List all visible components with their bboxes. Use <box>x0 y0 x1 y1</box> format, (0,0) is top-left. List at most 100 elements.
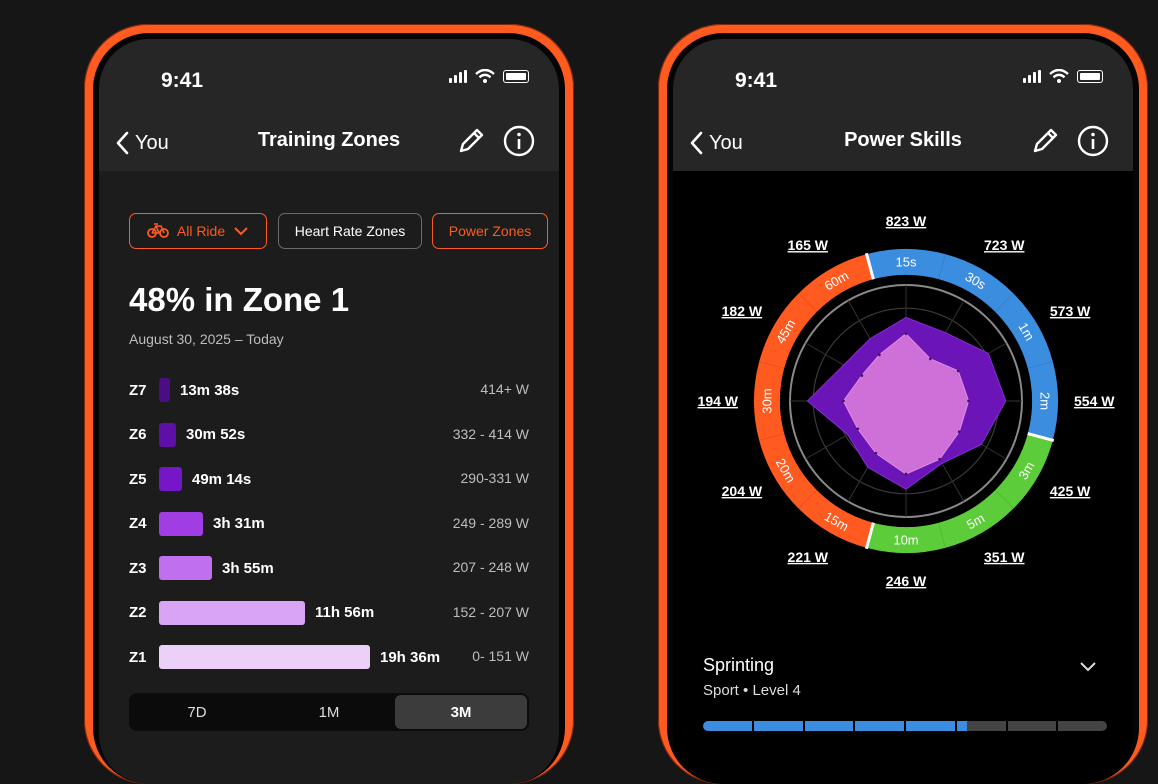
zone-row: Z3 3h 55m <box>129 555 274 581</box>
zone-row: Z2 11h 56m <box>129 600 374 626</box>
progress-segment <box>804 721 854 731</box>
radar-point <box>904 332 908 336</box>
chevron-left-icon <box>116 131 129 155</box>
back-label: You <box>709 131 743 154</box>
back-label: You <box>135 131 169 154</box>
wifi-icon <box>475 69 495 83</box>
power-skills-body: 15s 30s 1m 2m 3m 5m 10m 15m 20m 30m 45m 60m 823 W 723… <box>673 171 1133 784</box>
progress-segment <box>1007 721 1057 731</box>
ring-segment <box>798 490 874 548</box>
back-button[interactable]: You <box>689 131 743 155</box>
zone-power-range: 207 - 248 W <box>452 559 529 575</box>
phone-training-zones: 9:41 You Training Zones All Ride H <box>84 24 574 784</box>
zone-duration: 3h 55m <box>222 559 274 577</box>
pencil-icon[interactable] <box>1029 125 1061 157</box>
zone-row: Z6 30m 52s <box>129 422 245 448</box>
ring-segment <box>995 433 1053 509</box>
info-icon[interactable] <box>1077 125 1109 157</box>
progress-segment <box>1058 721 1107 731</box>
signal-icon <box>449 69 467 83</box>
back-button[interactable]: You <box>115 131 169 155</box>
ring-segment <box>866 249 946 280</box>
radar-watt-label: 182 W <box>722 303 763 319</box>
radar-watt-label: 723 W <box>984 237 1025 253</box>
zone-row: Z7 13m 38s <box>129 377 239 403</box>
skill-title: Sprinting <box>703 655 775 675</box>
zone-bar <box>159 600 305 625</box>
date-range: August 30, 2025 – Today <box>129 331 284 347</box>
zone-row: Z5 49m 14s <box>129 466 251 492</box>
zone-label: Z4 <box>129 515 147 532</box>
separator-dot: • <box>743 682 753 699</box>
bike-icon <box>146 223 169 238</box>
radar-watt-label: 554 W <box>1074 393 1115 409</box>
segment-3m[interactable]: 3M <box>395 695 527 729</box>
radar-duration-label: 2m <box>1038 392 1053 410</box>
battery-icon <box>1077 69 1103 83</box>
zone-power-range: 290-331 W <box>460 470 529 486</box>
ring-segment <box>759 293 817 369</box>
radar-watt-label: 351 W <box>984 549 1025 565</box>
zone-bar <box>159 511 203 536</box>
zone-duration: 19h 36m <box>380 648 441 666</box>
radar-point <box>856 427 860 431</box>
segment-7d[interactable]: 7D <box>187 703 207 721</box>
sport-filter-label: All Ride <box>176 223 226 239</box>
ring-divider <box>864 252 876 281</box>
zone-bar <box>159 467 182 491</box>
zone-power-range: 152 - 207 W <box>452 603 529 620</box>
chevron-left-icon <box>690 131 703 155</box>
skill-level: Level 4 <box>752 682 801 699</box>
pencil-icon[interactable] <box>455 125 487 157</box>
status-icons <box>1023 69 1103 83</box>
radar-point <box>877 353 881 357</box>
radar-watt-label: 573 W <box>1050 303 1091 319</box>
time-range-segmented-control: 7D 1M 3M <box>129 693 529 731</box>
zone-power-range: 0- 151 W <box>472 648 529 664</box>
radar-point <box>957 430 961 434</box>
power-zones-button[interactable]: Power Zones <box>432 213 548 249</box>
training-zones-body: All Ride Heart Rate Zones Power Zones 48… <box>99 171 559 784</box>
ring-divider <box>864 521 876 550</box>
segment-1m[interactable]: 1M <box>318 703 340 721</box>
ring-segment <box>798 254 874 312</box>
power-skills-radar: 15s 30s 1m 2m 3m 5m 10m 15m 20m 30m 45m 60m 823 W 723… <box>673 211 1133 591</box>
status-icons <box>449 69 529 83</box>
zone-label: Z1 <box>129 648 147 666</box>
zone-duration: 49m 14s <box>192 470 252 488</box>
radar-duration-label: 30m <box>760 388 775 413</box>
ring-segment <box>938 490 1014 548</box>
radar-watt-label: 194 W <box>698 393 739 409</box>
skill-sport: Sport <box>703 682 739 699</box>
radar-point <box>860 374 864 377</box>
status-time: 9:41 <box>735 69 778 92</box>
ring-divider <box>1026 431 1055 443</box>
zone-power-range: 249 - 289 W <box>452 514 529 531</box>
sport-filter-dropdown[interactable]: All Ride <box>129 213 267 249</box>
chevron-down-icon[interactable] <box>1079 661 1097 673</box>
ring-segment <box>1027 361 1058 441</box>
radar-watt-label: 204 W <box>722 483 763 499</box>
skill-card[interactable]: Sprinting Sport • Level 4 <box>703 655 1103 699</box>
zone-power-range: 332 - 414 W <box>452 425 529 442</box>
radar-point <box>904 472 908 476</box>
radar-watt-label: 221 W <box>788 549 829 565</box>
zone-bar <box>159 422 176 447</box>
radar-watt-label: 246 W <box>886 573 927 589</box>
ring-segment <box>754 361 785 441</box>
zone-bar <box>159 378 170 402</box>
progress-segment <box>753 721 803 731</box>
ring-segment <box>759 433 817 509</box>
zone-label: Z6 <box>129 426 147 443</box>
ring-segment <box>995 293 1053 369</box>
zone-duration: 3h 31m <box>213 515 265 532</box>
status-time: 9:41 <box>161 69 204 92</box>
progress-segment <box>855 721 904 731</box>
heart-rate-zones-button[interactable]: Heart Rate Zones <box>278 213 422 249</box>
info-icon[interactable] <box>503 125 535 157</box>
zone-duration: 30m 52s <box>186 426 246 443</box>
radar-point <box>967 399 971 403</box>
zone-label: Z3 <box>129 559 147 577</box>
zone-headline: 48% in Zone 1 <box>129 281 350 318</box>
signal-icon <box>1023 69 1041 83</box>
